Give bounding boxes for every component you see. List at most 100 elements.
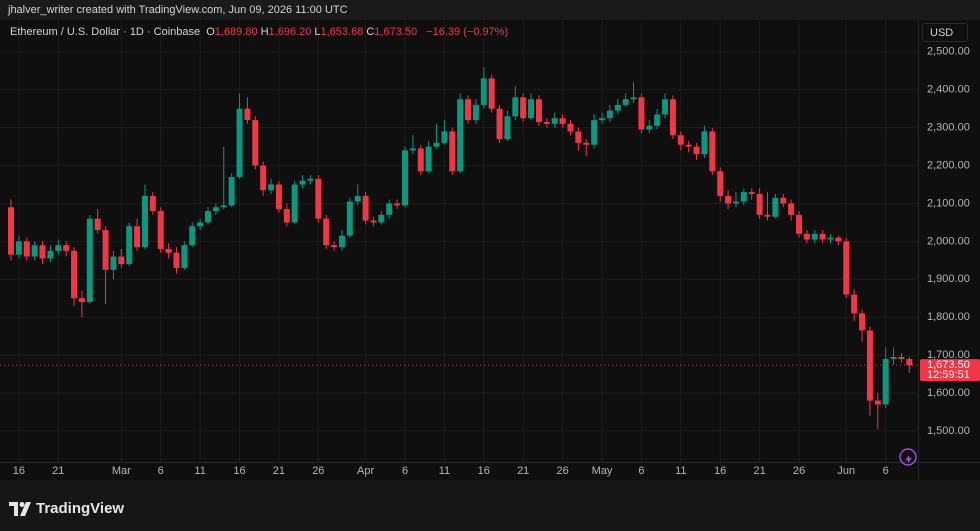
y-tick-label: 2,200.00 (927, 159, 970, 171)
candle-body (157, 211, 164, 249)
candle-body (354, 195, 361, 202)
candle-body (86, 218, 93, 303)
last-price-tag (920, 359, 980, 382)
y-tick-label: 1,800.00 (927, 311, 970, 323)
x-tick-label: 21 (273, 465, 285, 477)
x-tick-label: 6 (402, 465, 408, 477)
x-tick-label: 21 (52, 465, 64, 477)
candle-body (197, 222, 204, 227)
chart: 1,500.00 1,600.00 1,700.00 1,800.00 1,900.00… (0, 20, 980, 480)
candle-body (205, 211, 211, 223)
x-tick-label: 11 (194, 465, 205, 477)
candle-body (535, 99, 542, 122)
candle-body (543, 121, 550, 124)
candle-body (764, 214, 771, 217)
candle-body (606, 110, 613, 119)
candle-body (63, 245, 70, 251)
y-tick-label: 1,900.00 (927, 273, 970, 285)
candle-body (417, 148, 424, 172)
candle-body (378, 214, 385, 223)
candle-body (827, 237, 834, 240)
candle-body (874, 400, 881, 405)
axes: 1,500.00 1,600.00 1,700.00 1,800.00 1,900.00… (13, 46, 980, 477)
candle-body (409, 148, 416, 151)
x-tick-label: 26 (793, 465, 805, 477)
assistant-icon[interactable] (899, 448, 917, 466)
ohlc-value: 1,673.50 (374, 26, 418, 38)
ohlc-value: 1,696.20 (268, 26, 312, 38)
candle-body (851, 294, 858, 314)
candle-body (898, 356, 905, 359)
credit-bar: jhalver_writer created with TradingView.… (0, 0, 980, 20)
candle-body (307, 178, 314, 181)
candle-body (181, 245, 188, 268)
x-tick-label: 16 (13, 465, 25, 477)
candle-body (472, 104, 479, 121)
x-tick-label: 26 (312, 465, 324, 477)
y-tick-label: 2,300.00 (927, 122, 970, 134)
ohlc-key: O (206, 26, 215, 38)
candle-body (118, 256, 125, 265)
candle-body (756, 193, 763, 215)
candle-body (244, 108, 251, 121)
candle-body (71, 250, 78, 299)
candle-body (685, 144, 692, 147)
candle-body (488, 78, 495, 109)
candle-body (583, 142, 590, 145)
candle-body (425, 146, 432, 172)
currency-button[interactable]: USD (922, 23, 968, 42)
candle-body (134, 226, 141, 248)
candle-body (693, 146, 700, 155)
candle-body (331, 245, 338, 248)
candle-body (866, 330, 873, 401)
candle-body (575, 131, 582, 143)
x-tick-label: 6 (638, 465, 644, 477)
y-tick-label: 1,600.00 (927, 387, 970, 399)
footer: TradingView (0, 480, 980, 531)
x-tick-label: 6 (883, 465, 889, 477)
candle-body (55, 245, 62, 251)
candle-body (528, 99, 535, 119)
candle-body (520, 97, 527, 119)
ohlc-values: O1,689.80 H1,696.20 L1,653.68 C1,673.50 (206, 26, 420, 38)
candle-body (638, 97, 645, 130)
candle-body (173, 252, 180, 268)
candle-body (346, 201, 353, 236)
candle-body (717, 171, 724, 196)
change: −16.39 (−0.97%) (426, 26, 509, 38)
legend: Ethereum / U.S. Dollar · 1D · Coinbase O… (10, 26, 511, 38)
candle-body (882, 358, 889, 405)
candle-body (15, 241, 22, 255)
candle-body (268, 184, 275, 191)
x-tick-label: 11 (675, 465, 686, 477)
candle-body (709, 131, 716, 172)
candle-body (780, 197, 787, 204)
candle-body (732, 201, 739, 204)
x-tick-label: Apr (357, 465, 374, 477)
candle-body (149, 195, 156, 212)
candle-body (8, 207, 14, 255)
x-tick-label: 16 (478, 465, 490, 477)
candle-body (835, 237, 842, 242)
candle-body (110, 256, 117, 270)
candle-body (236, 108, 243, 177)
candle-body (315, 178, 322, 219)
candle-body (669, 99, 676, 136)
symbol-title: Ethereum / U.S. Dollar · 1D · Coinbase (10, 26, 201, 38)
candle-body (843, 241, 850, 295)
candle-body (94, 218, 101, 231)
candle-body (512, 97, 519, 117)
candle-body (803, 233, 810, 240)
candle-body (567, 123, 574, 132)
x-tick-label: 21 (517, 465, 529, 477)
candle-body (212, 207, 219, 212)
x-tick-label: Mar (112, 465, 131, 477)
candle-body (788, 203, 795, 215)
candle-body (323, 218, 330, 246)
candle-body (338, 235, 345, 248)
candle-body (126, 226, 133, 265)
x-tick-label: 21 (753, 465, 765, 477)
candle-body (811, 233, 818, 240)
ohlc-key: H (260, 26, 269, 38)
